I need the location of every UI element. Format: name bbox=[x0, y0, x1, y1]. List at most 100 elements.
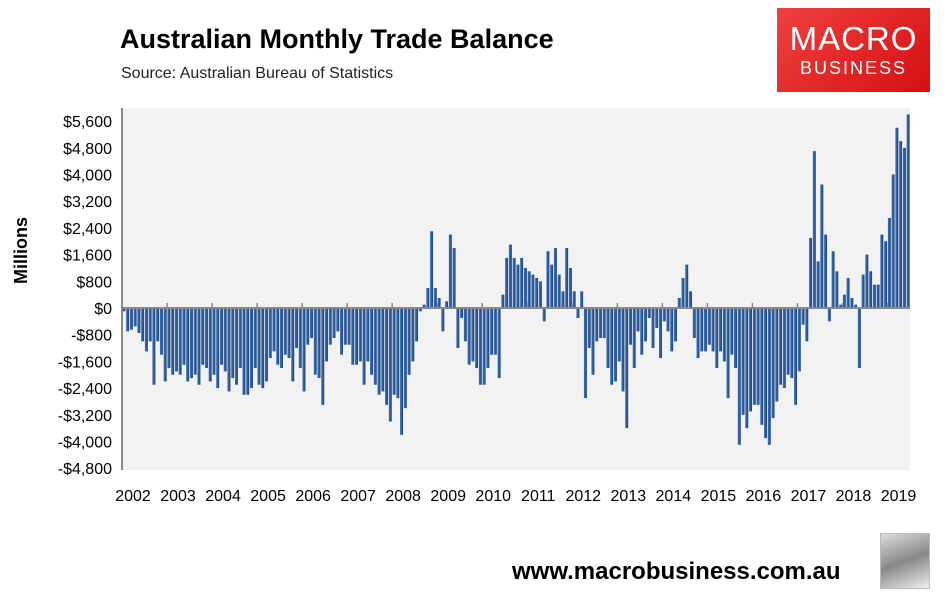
bar bbox=[625, 308, 629, 429]
bar bbox=[321, 308, 325, 405]
x-tick-label: 2018 bbox=[836, 488, 872, 505]
bar bbox=[325, 308, 328, 362]
bar bbox=[332, 308, 336, 339]
bar bbox=[602, 308, 606, 339]
bar bbox=[167, 308, 171, 369]
y-tick-label: $0 bbox=[94, 301, 112, 318]
bar bbox=[407, 308, 411, 375]
bar bbox=[869, 271, 873, 308]
bar bbox=[801, 308, 805, 325]
bar bbox=[711, 308, 715, 352]
bar bbox=[129, 308, 133, 330]
x-tick-label: 2008 bbox=[385, 488, 421, 505]
bar bbox=[219, 308, 223, 365]
y-tick-label: $5,600 bbox=[63, 114, 112, 131]
bar bbox=[400, 308, 404, 435]
bar bbox=[264, 308, 268, 382]
bar bbox=[204, 308, 208, 369]
y-tick-label: -$4,800 bbox=[58, 461, 112, 478]
bar bbox=[355, 308, 358, 365]
bar bbox=[700, 308, 704, 352]
bar bbox=[234, 308, 238, 385]
x-tick-label: 2002 bbox=[115, 488, 151, 505]
bar bbox=[692, 308, 696, 339]
bar bbox=[797, 308, 801, 372]
x-tick-label: 2005 bbox=[250, 488, 286, 505]
bar bbox=[178, 308, 182, 375]
bar bbox=[520, 257, 524, 308]
bar bbox=[734, 308, 737, 369]
y-tick-label: $4,800 bbox=[63, 141, 112, 158]
bar bbox=[583, 308, 587, 399]
bar bbox=[842, 294, 846, 308]
bar bbox=[448, 234, 452, 308]
bar bbox=[452, 247, 456, 308]
x-tick-label: 2003 bbox=[160, 488, 196, 505]
bar bbox=[505, 257, 509, 308]
y-tick-label: -$800 bbox=[71, 328, 112, 345]
bar bbox=[865, 254, 869, 308]
bar bbox=[403, 308, 407, 409]
bar bbox=[174, 308, 178, 372]
bar bbox=[280, 308, 283, 369]
x-tick-label: 2015 bbox=[701, 488, 737, 505]
bar bbox=[719, 308, 722, 352]
x-tick-label: 2013 bbox=[611, 488, 647, 505]
y-tick-label: -$3,200 bbox=[58, 408, 112, 425]
bar bbox=[546, 251, 550, 308]
bar bbox=[681, 277, 685, 308]
bar bbox=[523, 267, 527, 308]
bar bbox=[572, 291, 576, 308]
bar bbox=[246, 308, 250, 395]
bar bbox=[261, 308, 265, 389]
bar bbox=[148, 308, 152, 342]
bar bbox=[827, 308, 831, 322]
bar bbox=[816, 261, 820, 308]
bar bbox=[899, 141, 903, 308]
bar bbox=[343, 308, 347, 345]
bar bbox=[895, 127, 899, 309]
bar bbox=[197, 308, 201, 385]
bar bbox=[568, 267, 572, 308]
bar bbox=[685, 264, 689, 308]
bar bbox=[396, 308, 400, 399]
bar bbox=[861, 274, 865, 308]
bar bbox=[223, 308, 227, 372]
bar bbox=[392, 308, 396, 395]
bar bbox=[152, 308, 156, 385]
bar bbox=[767, 308, 771, 445]
bar bbox=[249, 308, 253, 389]
bar bbox=[238, 308, 242, 369]
bar bbox=[317, 308, 321, 379]
bar bbox=[272, 308, 276, 352]
bar bbox=[887, 217, 891, 308]
bar bbox=[884, 241, 888, 308]
bar bbox=[531, 274, 535, 308]
bar bbox=[756, 308, 760, 405]
bar bbox=[715, 308, 719, 369]
bar bbox=[182, 308, 186, 365]
bar bbox=[276, 308, 280, 365]
x-tick-label: 2019 bbox=[881, 488, 917, 505]
bar bbox=[741, 308, 745, 415]
x-tick-label: 2010 bbox=[475, 488, 511, 505]
y-tick-label: $3,200 bbox=[63, 194, 112, 211]
x-tick-label: 2014 bbox=[656, 488, 692, 505]
bar bbox=[257, 308, 261, 385]
bar bbox=[385, 308, 389, 405]
bar bbox=[310, 308, 313, 339]
bar bbox=[824, 234, 828, 308]
bar bbox=[820, 184, 824, 308]
bar bbox=[328, 308, 332, 345]
bar bbox=[580, 291, 584, 308]
bar bbox=[647, 308, 651, 319]
bar bbox=[617, 308, 621, 362]
bar bbox=[212, 308, 216, 375]
bar bbox=[508, 244, 512, 308]
bar bbox=[486, 308, 490, 369]
bar bbox=[171, 308, 175, 375]
bar bbox=[636, 308, 640, 332]
bar bbox=[880, 234, 884, 308]
bar bbox=[737, 308, 741, 445]
